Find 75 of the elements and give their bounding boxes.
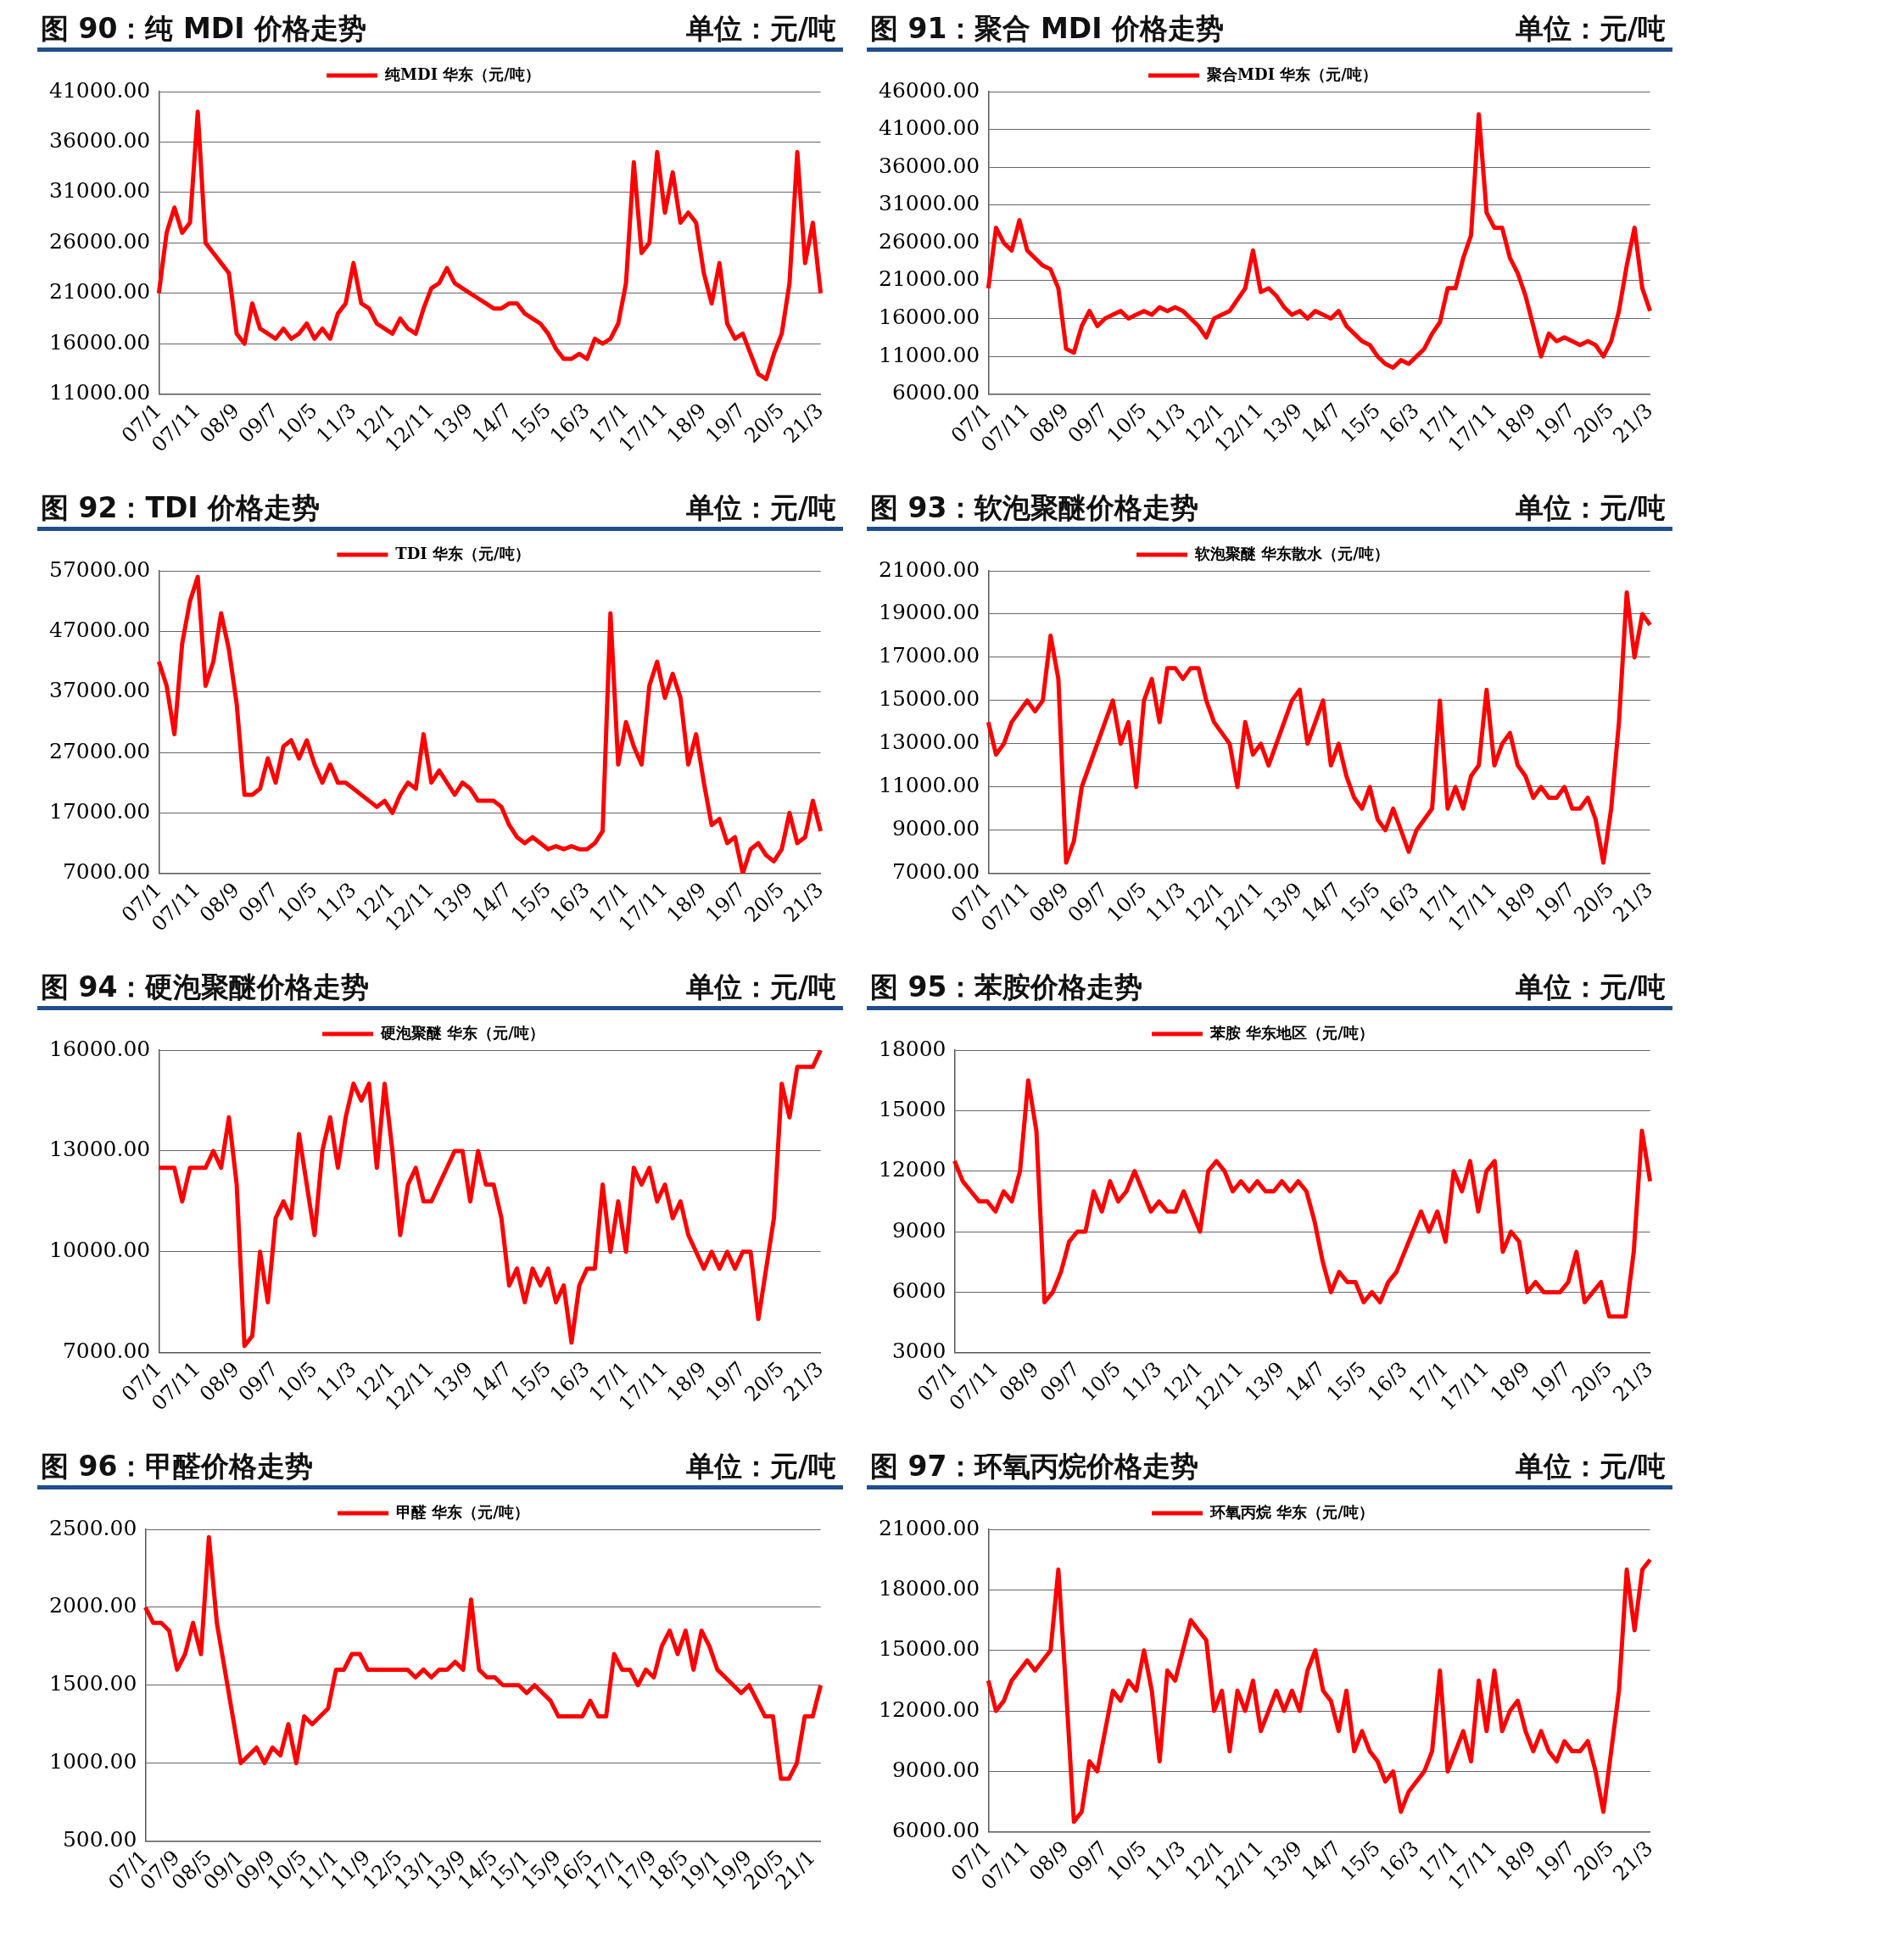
chart-subtitle: 单位：元/吨: [685, 1449, 836, 1484]
y-tick-label: 19000.00: [878, 600, 980, 625]
y-tick-label: 15000.00: [878, 686, 980, 712]
y-tick-label: 41000.00: [48, 77, 151, 103]
y-tick-label: 16000.00: [878, 305, 980, 330]
y-tick-label: 13000.00: [48, 1137, 151, 1162]
y-tick-label: 57000.00: [48, 556, 151, 582]
y-tick-label: 46000.00: [878, 77, 980, 103]
chart-subtitle: 单位：元/吨: [1515, 490, 1666, 526]
y-tick-label: 1000.00: [48, 1749, 137, 1774]
y-tick-label: 7000.00: [62, 859, 151, 885]
chart-title: 图 96：甲醛价格走势: [41, 1449, 314, 1484]
legend-label: 软泡聚醚 华东散水（元/吨）: [1194, 544, 1389, 562]
legend-label: 环氧丙烷 华东（元/吨）: [1209, 1502, 1374, 1521]
y-tick-label: 31000.00: [48, 178, 151, 204]
y-tick-label: 2000.00: [48, 1593, 137, 1618]
legend-label: 聚合MDI 华东（元/吨）: [1206, 64, 1377, 83]
y-tick-label: 6000: [891, 1277, 946, 1303]
chart-title: 图 95：苯胺价格走势: [870, 970, 1143, 1005]
y-tick-label: 7000.00: [891, 859, 980, 885]
y-tick-label: 11000.00: [48, 380, 151, 405]
y-tick-label: 9000.00: [891, 816, 980, 841]
legend-label: 纯MDI 华东（元/吨）: [384, 64, 540, 83]
y-tick-label: 17000.00: [878, 643, 980, 668]
y-tick-label: 2500.00: [48, 1515, 137, 1540]
chart-subtitle: 单位：元/吨: [1515, 11, 1666, 47]
y-tick-label: 12000: [879, 1157, 946, 1182]
y-tick-label: 16000.00: [48, 329, 151, 355]
y-tick-label: 17000.00: [48, 798, 151, 824]
chart-subtitle: 单位：元/吨: [685, 970, 836, 1005]
y-tick-label: 9000: [891, 1217, 946, 1243]
legend-label: 甲醛 华东（元/吨）: [396, 1502, 529, 1521]
chart-title: 图 91：聚合 MDI 价格走势: [870, 11, 1224, 47]
y-tick-label: 13000.00: [878, 729, 980, 755]
y-tick-label: 10000.00: [48, 1238, 151, 1263]
legend-label: 硬泡聚醚 华东（元/吨）: [380, 1023, 544, 1042]
legend-label: TDI 华东（元/吨）: [395, 544, 530, 562]
chart-title: 图 93：软泡聚醚价格走势: [870, 490, 1199, 526]
y-tick-label: 9000.00: [891, 1757, 980, 1782]
y-tick-label: 1500.00: [48, 1671, 137, 1696]
y-tick-label: 11000.00: [878, 342, 980, 367]
y-tick-label: 11000.00: [878, 773, 980, 798]
chart-subtitle: 单位：元/吨: [1515, 1449, 1666, 1484]
y-tick-label: 31000.00: [878, 191, 980, 216]
y-tick-label: 6000.00: [891, 1818, 980, 1843]
chart-title: 图 92：TDI 价格走势: [41, 490, 321, 526]
chart-title: 图 90：纯 MDI 价格走势: [41, 11, 366, 47]
chart-subtitle: 单位：元/吨: [685, 11, 836, 47]
y-tick-label: 26000.00: [48, 228, 151, 254]
y-tick-label: 21000.00: [878, 556, 980, 582]
chart-subtitle: 单位：元/吨: [1515, 970, 1666, 1005]
y-tick-label: 500.00: [62, 1827, 137, 1853]
y-tick-label: 21000.00: [878, 266, 980, 292]
y-tick-label: 36000.00: [48, 127, 151, 153]
y-tick-label: 6000.00: [891, 380, 980, 405]
chart-title: 图 97：环氧丙烷价格走势: [870, 1449, 1199, 1484]
y-tick-label: 18000.00: [878, 1575, 980, 1601]
chart-title: 图 94：硬泡聚醚价格走势: [41, 970, 370, 1005]
y-tick-label: 36000.00: [878, 153, 980, 178]
y-tick-label: 7000.00: [62, 1338, 151, 1364]
y-tick-label: 27000.00: [48, 738, 151, 763]
y-tick-label: 12000.00: [878, 1696, 980, 1722]
y-tick-label: 26000.00: [878, 228, 980, 254]
y-tick-label: 16000.00: [48, 1036, 151, 1061]
y-tick-label: 3000: [891, 1338, 946, 1364]
y-tick-label: 21000.00: [48, 279, 151, 305]
y-tick-label: 15000.00: [878, 1636, 980, 1662]
legend-label: 苯胺 华东地区（元/吨）: [1209, 1023, 1374, 1042]
y-tick-label: 37000.00: [48, 678, 151, 703]
y-tick-label: 21000.00: [878, 1515, 980, 1540]
chart-subtitle: 单位：元/吨: [685, 490, 836, 526]
y-tick-label: 15000: [879, 1096, 946, 1121]
y-tick-label: 47000.00: [48, 617, 151, 642]
y-tick-label: 18000: [879, 1036, 946, 1061]
y-tick-label: 41000.00: [878, 115, 980, 141]
